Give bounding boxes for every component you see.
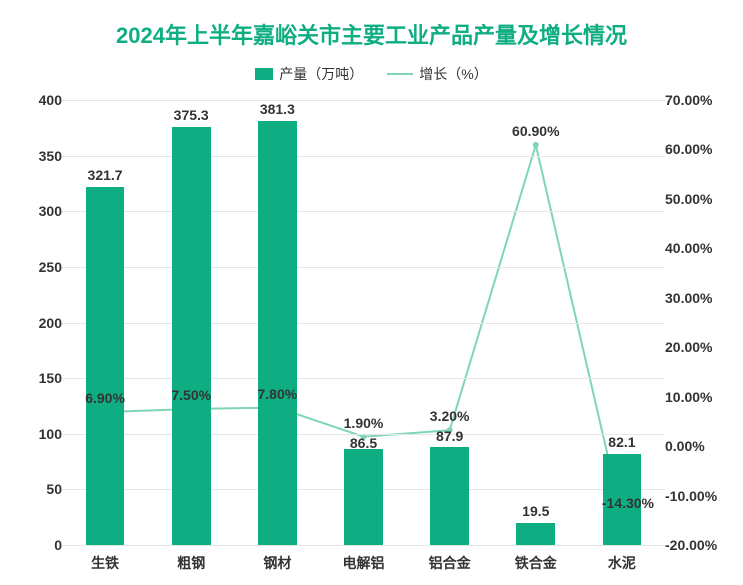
y-right-tick: -10.00% — [665, 489, 743, 503]
x-axis: 生铁粗钢钢材电解铝铝合金铁合金水泥 — [62, 553, 665, 573]
bar-value-label: 381.3 — [260, 101, 295, 117]
bar — [86, 187, 125, 545]
legend-label-bar: 产量（万吨） — [279, 64, 363, 84]
grid-line — [62, 156, 665, 157]
legend-swatch-bar — [255, 68, 273, 80]
y-left-tick: 200 — [0, 316, 62, 330]
y-right-tick: -20.00% — [665, 538, 743, 552]
y-left-tick: 50 — [0, 482, 62, 496]
bar-value-label: 87.9 — [436, 428, 463, 444]
bar-value-label: 86.5 — [350, 435, 377, 451]
x-tick-label: 铁合金 — [493, 553, 579, 573]
growth-value-label: 7.50% — [171, 387, 211, 403]
bar-value-label: 19.5 — [522, 503, 549, 519]
y-axis-right: -20.00%-10.00%0.00%10.00%20.00%30.00%40.… — [665, 100, 743, 545]
x-tick-label: 水泥 — [579, 553, 665, 573]
y-left-tick: 300 — [0, 204, 62, 218]
y-right-tick: 20.00% — [665, 340, 743, 354]
grid-line — [62, 100, 665, 101]
x-tick-label: 钢材 — [234, 553, 320, 573]
bar-value-label: 375.3 — [174, 107, 209, 123]
growth-value-label: 3.20% — [430, 408, 470, 424]
legend-swatch-line — [387, 73, 413, 75]
plot-area: 321.7 375.3 381.3 86.5 87.9 19.5 82.1 6.90% 7.50… — [62, 100, 665, 545]
growth-line-marker — [533, 142, 539, 148]
bar — [172, 127, 211, 545]
bar — [516, 523, 555, 545]
growth-value-label: 7.80% — [257, 386, 297, 402]
y-left-tick: 250 — [0, 260, 62, 274]
y-left-tick: 150 — [0, 371, 62, 385]
y-axis-left: 050100150200250300350400 — [0, 100, 62, 545]
y-right-tick: 60.00% — [665, 142, 743, 156]
y-left-tick: 350 — [0, 149, 62, 163]
bar — [258, 121, 297, 545]
grid-line — [62, 211, 665, 212]
y-right-tick: 70.00% — [665, 93, 743, 107]
x-tick-label: 生铁 — [62, 553, 148, 573]
y-right-tick: 40.00% — [665, 241, 743, 255]
bar — [344, 449, 383, 545]
legend-item-line: 增长（%） — [387, 64, 487, 84]
y-right-tick: 30.00% — [665, 291, 743, 305]
y-right-tick: 10.00% — [665, 390, 743, 404]
y-right-tick: 0.00% — [665, 439, 743, 453]
legend-item-bar: 产量（万吨） — [255, 64, 363, 84]
growth-value-label: -14.30% — [602, 495, 654, 511]
bar — [430, 447, 469, 545]
bar-value-label: 82.1 — [608, 434, 635, 450]
grid-line — [62, 323, 665, 324]
plot-area-wrap: 050100150200250300350400 321.7375.3381.3… — [0, 100, 743, 545]
grid-line — [62, 267, 665, 268]
y-left-tick: 0 — [0, 538, 62, 552]
y-right-tick: 50.00% — [665, 192, 743, 206]
y-left-tick: 400 — [0, 93, 62, 107]
grid-line — [62, 378, 665, 379]
growth-value-label: 60.90% — [512, 123, 559, 139]
grid-line — [62, 545, 665, 546]
chart-legend: 产量（万吨） 增长（%） — [0, 64, 743, 84]
chart-title: 2024年上半年嘉峪关市主要工业产品产量及增长情况 — [0, 0, 743, 50]
x-tick-label: 铝合金 — [407, 553, 493, 573]
y-left-tick: 100 — [0, 427, 62, 441]
growth-value-label: 1.90% — [344, 415, 384, 431]
bar-value-label: 321.7 — [88, 167, 123, 183]
x-tick-label: 粗钢 — [148, 553, 234, 573]
legend-label-line: 增长（%） — [419, 64, 487, 84]
growth-value-label: 6.90% — [85, 390, 125, 406]
x-tick-label: 电解铝 — [320, 553, 406, 573]
